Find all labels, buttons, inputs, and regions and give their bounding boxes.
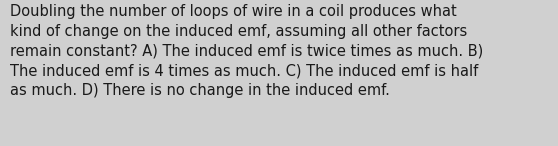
Text: Doubling the number of loops of wire in a coil produces what
kind of change on t: Doubling the number of loops of wire in … bbox=[10, 4, 483, 98]
